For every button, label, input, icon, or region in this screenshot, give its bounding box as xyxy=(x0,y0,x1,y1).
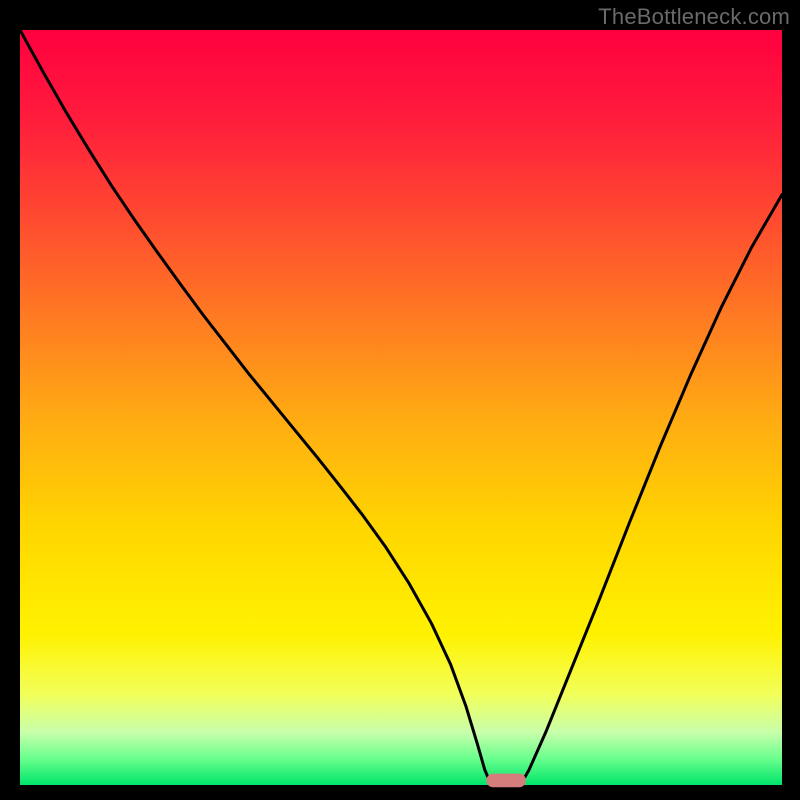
bottleneck-chart: TheBottleneck.com xyxy=(0,0,800,800)
optimal-point-marker xyxy=(486,774,526,788)
plot-background xyxy=(20,30,782,785)
chart-svg xyxy=(0,0,800,800)
